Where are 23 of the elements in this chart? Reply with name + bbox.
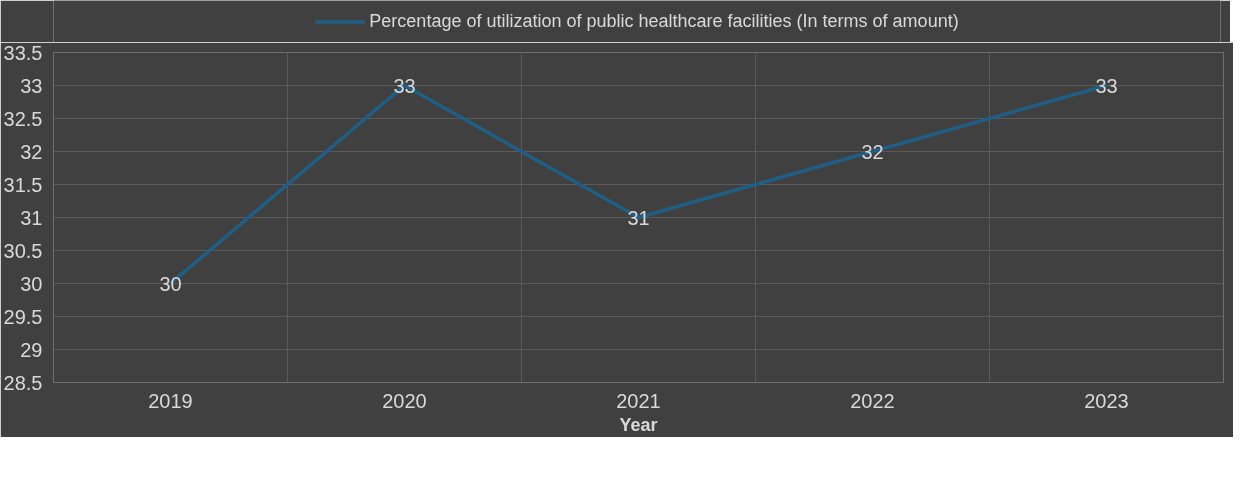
x-tick-label: 2022 — [850, 389, 895, 412]
legend-label: Percentage of utilization of public healthcare facilities (In terms of amount) — [369, 10, 959, 32]
data-label: 32 — [861, 140, 884, 163]
y-tick-label: 30 — [20, 272, 43, 295]
x-tick-label: 2021 — [616, 389, 661, 412]
y-tick-label: 32.5 — [3, 107, 43, 130]
data-label: 33 — [1095, 74, 1118, 97]
y-tick-label: 29 — [20, 338, 43, 361]
y-tick-label: 30.5 — [3, 239, 43, 262]
data-label: 30 — [159, 272, 182, 295]
x-axis-title: Year — [619, 414, 658, 435]
y-tick-label: 33.5 — [3, 41, 43, 64]
y-tick-label: 32 — [20, 140, 43, 163]
x-tick-label: 2020 — [382, 389, 427, 412]
y-tick-label: 31.5 — [3, 173, 43, 196]
data-label: 31 — [627, 206, 650, 229]
y-tick-label: 33 — [20, 74, 43, 97]
y-tick-label: 29.5 — [3, 305, 43, 328]
data-label: 33 — [393, 74, 416, 97]
x-tick-label: 2023 — [1084, 389, 1129, 412]
x-tick-label: 2019 — [148, 389, 193, 412]
y-tick-label: 31 — [20, 206, 43, 229]
y-tick-label: 28.5 — [3, 371, 43, 394]
